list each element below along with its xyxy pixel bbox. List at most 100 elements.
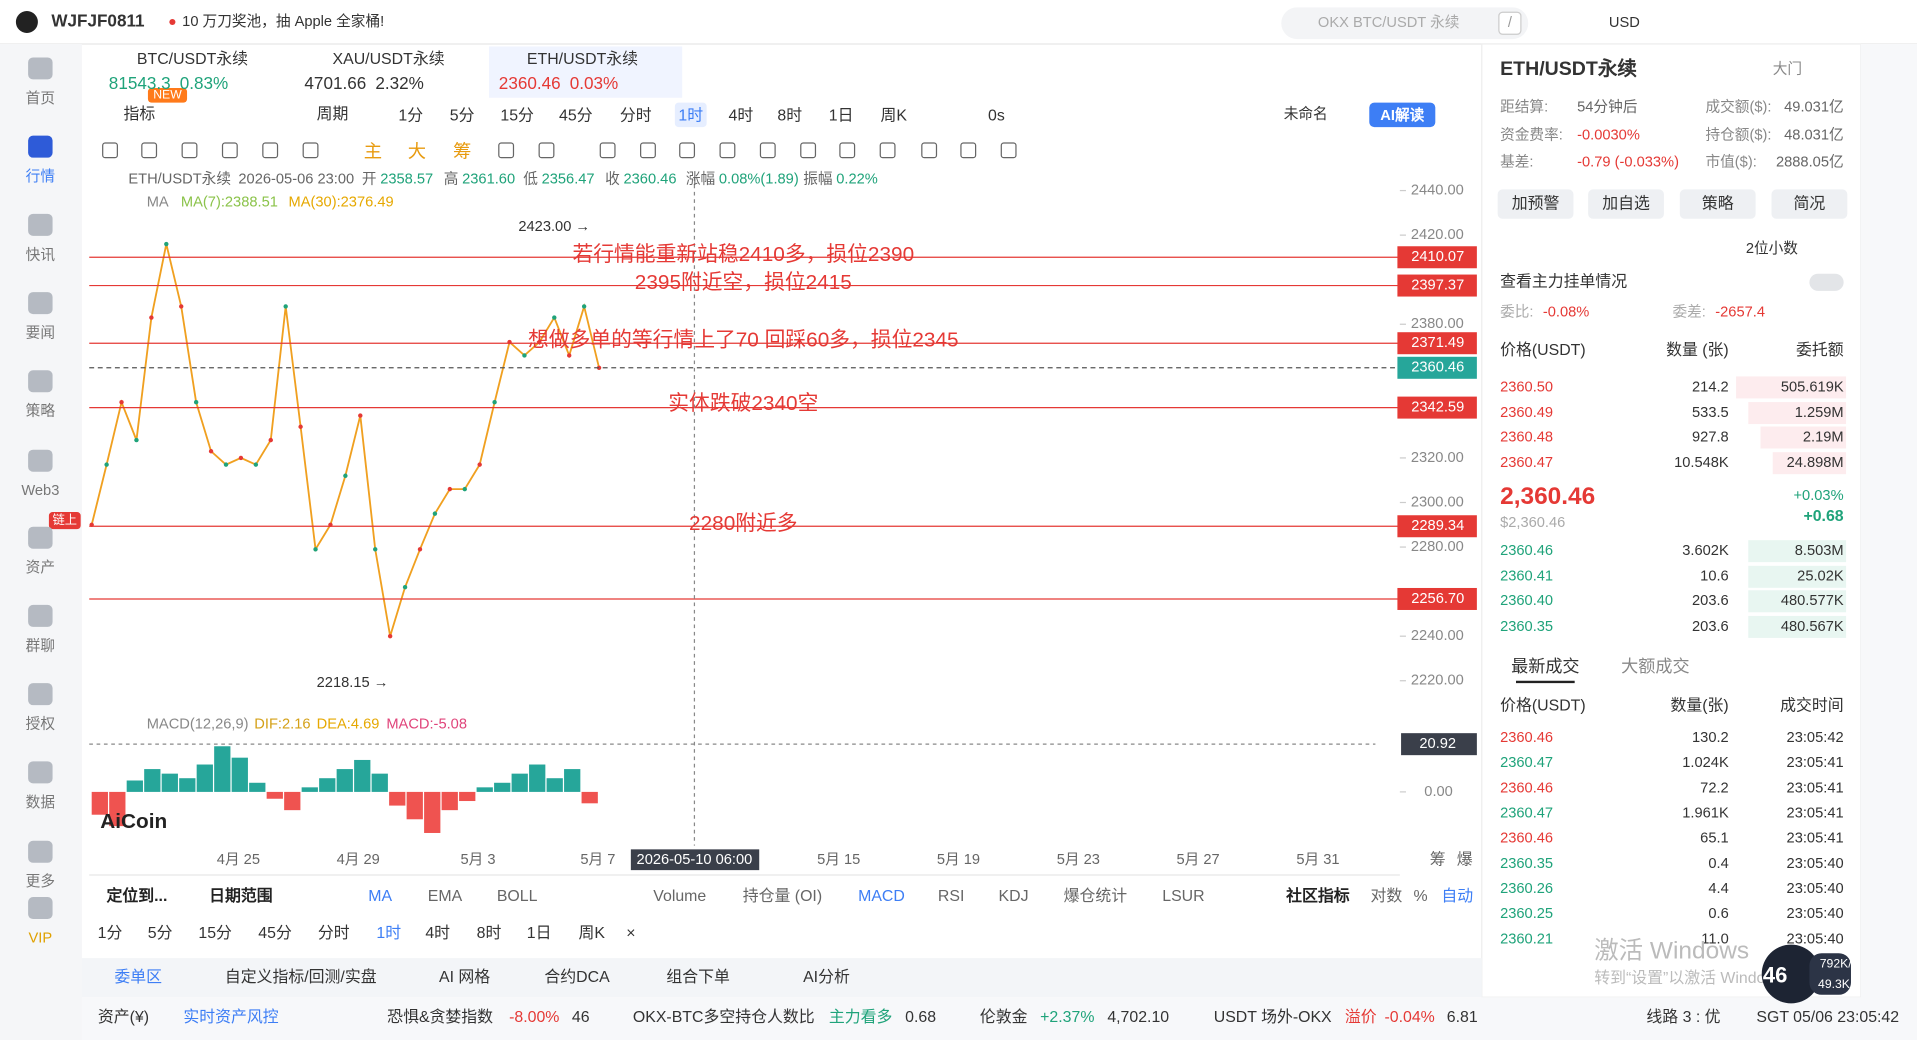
big-orders[interactable]: 查看主力挂单情况 xyxy=(1500,273,1627,291)
sidebar-item[interactable]: Web3 xyxy=(21,483,59,499)
indicator[interactable]: KDJ xyxy=(999,888,1029,905)
bottom-tab[interactable]: 委单区 xyxy=(114,968,162,986)
indicator[interactable]: 定位到... xyxy=(106,886,167,905)
indicator[interactable]: BOLL xyxy=(497,888,538,905)
panel-button[interactable] xyxy=(1588,189,1664,219)
bottom-tab[interactable]: AI分析 xyxy=(803,968,850,986)
panel-button-label[interactable]: 加自选 xyxy=(1602,194,1650,212)
period[interactable]: × xyxy=(626,925,635,942)
tool[interactable]: 主 xyxy=(364,141,382,162)
tool-icon[interactable] xyxy=(1000,142,1017,159)
tool[interactable]: 筹 xyxy=(453,141,471,162)
sidebar-item[interactable]: 授权 xyxy=(26,716,56,733)
period[interactable]: 4时 xyxy=(425,924,450,942)
sidebar-item[interactable]: 首页 xyxy=(26,90,55,107)
interval[interactable]: 5分 xyxy=(450,106,475,124)
bottom-tab[interactable]: AI 网格 xyxy=(439,968,490,986)
indicator[interactable]: MA xyxy=(368,888,392,905)
interval[interactable]: 8时 xyxy=(777,106,802,124)
tool-icon[interactable] xyxy=(221,142,238,159)
tool-icon[interactable] xyxy=(262,142,279,159)
interval[interactable]: 1分 xyxy=(398,106,423,124)
tool-icon[interactable] xyxy=(719,142,736,159)
period[interactable]: 周K xyxy=(578,925,605,942)
tool-icon[interactable] xyxy=(302,142,319,159)
tool-icon[interactable] xyxy=(800,142,817,159)
sidebar-item[interactable]: 要闻 xyxy=(26,325,55,342)
period[interactable]: 5分 xyxy=(148,924,173,942)
layout-name[interactable]: 未命名 xyxy=(1284,105,1328,123)
interval[interactable]: 分时 xyxy=(620,106,652,124)
panel-link[interactable]: 大门 xyxy=(1773,61,1802,78)
tool-icon[interactable] xyxy=(640,142,656,159)
interval[interactable]: 45分 xyxy=(559,106,593,124)
tool-icon[interactable] xyxy=(538,142,555,159)
tool-icon[interactable] xyxy=(879,142,896,159)
panel-button-label[interactable]: 策略 xyxy=(1702,194,1734,212)
indicator[interactable]: Volume xyxy=(653,888,706,905)
interval[interactable]: 1时 xyxy=(678,106,703,124)
trade-tab[interactable]: 大额成交 xyxy=(1621,657,1689,676)
tool-icon[interactable] xyxy=(759,142,776,159)
sidebar-item[interactable]: 快讯 xyxy=(26,246,56,263)
bottom-tab[interactable]: 组合下单 xyxy=(666,968,730,986)
search-placeholder[interactable]: OKX BTC/USDT 永续 xyxy=(1318,14,1460,31)
tool[interactable]: 大 xyxy=(408,141,426,162)
interval[interactable]: 4时 xyxy=(729,106,754,124)
currency[interactable]: USD xyxy=(1609,15,1640,31)
sidebar-item[interactable]: 资产 xyxy=(26,559,55,576)
indicator[interactable]: 爆仓统计 xyxy=(1064,886,1128,905)
avatar[interactable] xyxy=(15,10,38,33)
active-interval[interactable] xyxy=(674,102,707,128)
sidebar-item[interactable]: 群聊 xyxy=(26,637,55,654)
panel-button-label[interactable]: 简况 xyxy=(1794,194,1826,212)
tab-name[interactable]: BTC/USDT永续 xyxy=(137,50,248,68)
bottom-tab[interactable]: 自定义指标/回测/实盘 xyxy=(225,967,377,986)
promo[interactable]: 10 万刀奖池，抽 Apple 全家桶! xyxy=(182,12,384,30)
tool-icon[interactable] xyxy=(181,142,198,159)
indicator[interactable]: % xyxy=(1414,888,1428,905)
sidebar-item[interactable]: 更多 xyxy=(26,873,55,890)
indicator[interactable]: LSUR xyxy=(1162,888,1204,905)
bottom-tab[interactable]: 合约DCA xyxy=(544,968,610,986)
panel-button-label[interactable]: 加预警 xyxy=(1512,194,1560,212)
indicator[interactable]: MACD xyxy=(858,888,905,905)
search-box[interactable] xyxy=(1281,7,1529,40)
sidebar-item[interactable]: 策略 xyxy=(26,403,56,420)
tab-name[interactable]: XAU/USDT永续 xyxy=(333,50,445,68)
trade-tab[interactable]: 最新成交 xyxy=(1511,657,1579,676)
tool-icon[interactable] xyxy=(498,142,515,159)
panel-button[interactable] xyxy=(1771,189,1848,219)
interval[interactable]: 15分 xyxy=(500,106,534,124)
ai-button-label[interactable]: AI解读 xyxy=(1380,106,1424,124)
interval[interactable]: 1日 xyxy=(829,107,854,124)
period[interactable]: 1分 xyxy=(98,924,123,942)
period[interactable]: 15分 xyxy=(198,924,232,942)
panel-button[interactable] xyxy=(1497,189,1574,219)
indicator[interactable]: 自动 xyxy=(1441,887,1473,905)
period[interactable]: 8时 xyxy=(477,924,502,942)
period[interactable]: 45分 xyxy=(258,924,292,942)
period[interactable]: 1日 xyxy=(527,925,552,942)
sidebar-item[interactable]: 行情 xyxy=(26,168,56,185)
panel-button[interactable] xyxy=(1679,189,1756,219)
indicator[interactable]: EMA xyxy=(428,888,463,905)
period[interactable]: 1时 xyxy=(376,924,401,942)
toolbar-item[interactable]: 指标 xyxy=(123,105,155,123)
tool-icon[interactable] xyxy=(102,142,118,159)
tool-icon[interactable] xyxy=(599,142,616,159)
interval[interactable]: 周K xyxy=(880,107,907,124)
tool-icon[interactable] xyxy=(141,142,158,159)
toggle[interactable] xyxy=(1809,273,1844,291)
indicator[interactable]: 对数 xyxy=(1371,887,1403,905)
indicator[interactable]: 社区指标 xyxy=(1285,886,1350,905)
indicator[interactable]: 持仓量 (OI) xyxy=(743,887,822,905)
tool-icon[interactable] xyxy=(960,142,977,159)
toolbar-item[interactable]: 周期 xyxy=(317,105,349,123)
indicator[interactable]: RSI xyxy=(938,888,964,905)
corner-label[interactable]: 爆 xyxy=(1457,850,1473,869)
tool-icon[interactable] xyxy=(921,142,938,159)
indicator[interactable]: 日期范围 xyxy=(209,886,273,905)
tool-icon[interactable] xyxy=(839,142,856,159)
sidebar-item[interactable]: 数据 xyxy=(26,794,56,811)
